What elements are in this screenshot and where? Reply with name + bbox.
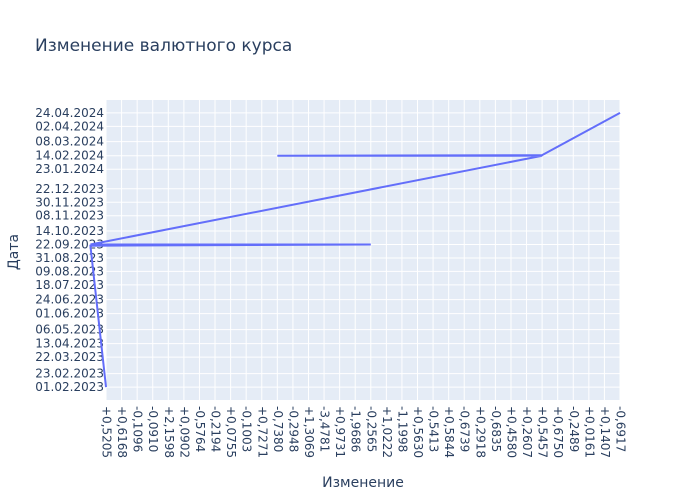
x-tick-label: +0,2607 — [520, 406, 534, 458]
y-tick-label: 22.09.2023 — [35, 237, 104, 251]
x-tick-label: +1,0222 — [380, 406, 394, 458]
x-tick-label: +0,0902 — [177, 406, 191, 458]
x-tick-label: +0,9731 — [333, 406, 347, 458]
x-tick-label: -0,5764 — [193, 406, 207, 452]
x-tick-label: -0,6917 — [614, 406, 628, 452]
x-tick-label: +0,5844 — [442, 406, 456, 458]
y-tick-label: 01.06.2023 — [35, 307, 104, 321]
x-tick-label: +0,2918 — [473, 406, 487, 458]
x-tick-label: +1,3069 — [302, 406, 316, 458]
x-tick-label: -1,9686 — [349, 406, 363, 452]
y-tick-label: 06.05.2023 — [35, 323, 104, 337]
series-lines — [89, 112, 621, 388]
y-tick-label: 08.11.2023 — [35, 209, 104, 223]
x-tick-label: +0,5457 — [536, 406, 550, 458]
x-tick-label: +2,1598 — [162, 406, 176, 458]
y-tick-label: 31.08.2023 — [35, 251, 104, 265]
y-tick-label: 23.02.2023 — [35, 367, 104, 381]
x-tick-label: -0,1096 — [131, 406, 145, 452]
y-tick-label: 09.08.2023 — [35, 264, 104, 278]
x-tick-label: -0,5413 — [427, 406, 441, 452]
x-tick-label: +0,0161 — [582, 406, 596, 458]
x-tick-label: -1,1998 — [395, 406, 409, 452]
series-line — [89, 112, 621, 388]
y-tick-label: 30.11.2023 — [35, 195, 104, 209]
plot-area — [106, 100, 620, 400]
y-tick-label: 14.10.2023 — [35, 224, 104, 238]
x-tick-label: -3,4781 — [318, 406, 332, 452]
x-tick-label: +0,5205 — [100, 406, 114, 458]
y-tick-label: 23.01.2024 — [35, 162, 104, 176]
y-tick-label: 18.07.2023 — [35, 278, 104, 292]
x-tick-label: -0,1003 — [240, 406, 254, 452]
y-tick-label: 22.12.2023 — [35, 182, 104, 196]
x-tick-label: -0,2948 — [286, 406, 300, 452]
y-tick-label: 13.04.2023 — [35, 337, 104, 351]
y-axis-title: Дата — [6, 234, 22, 270]
x-tick-label: -0,6739 — [458, 406, 472, 452]
y-tick-label: 02.04.2024 — [35, 119, 104, 133]
x-tick-label: -0,0910 — [146, 406, 160, 452]
y-tick-label: 24.04.2024 — [35, 106, 104, 120]
y-tick-label: 14.02.2024 — [35, 149, 104, 163]
chart-title: Изменение валютного курса — [35, 36, 292, 56]
y-tick-label: 22.03.2023 — [35, 350, 104, 364]
x-tick-label: +0,7271 — [255, 406, 269, 458]
x-axis-ticks: +0,5205 +0,6168 -0,1096 -0,0910 +2,1598 +0,09… — [100, 406, 628, 458]
x-tick-label: -0,2565 — [364, 406, 378, 452]
x-tick-label: -0,7380 — [271, 406, 285, 452]
y-tick-label: 01.02.2023 — [35, 380, 104, 394]
y-tick-label: 08.03.2024 — [35, 135, 104, 149]
x-tick-label: +0,1407 — [598, 406, 612, 458]
y-tick-label: 24.06.2023 — [35, 293, 104, 307]
x-tick-label: +0,0755 — [224, 406, 238, 458]
x-tick-label: -0,2194 — [209, 406, 223, 452]
x-tick-label: +0,4580 — [504, 406, 518, 458]
x-tick-label: -0,2489 — [567, 406, 581, 452]
x-tick-label: -0,6835 — [489, 406, 503, 452]
x-tick-label: +0,5630 — [411, 406, 425, 458]
x-tick-label: +0,6168 — [115, 406, 129, 458]
x-axis-title: Изменение — [322, 475, 404, 491]
x-tick-label: +0,6750 — [551, 406, 565, 458]
